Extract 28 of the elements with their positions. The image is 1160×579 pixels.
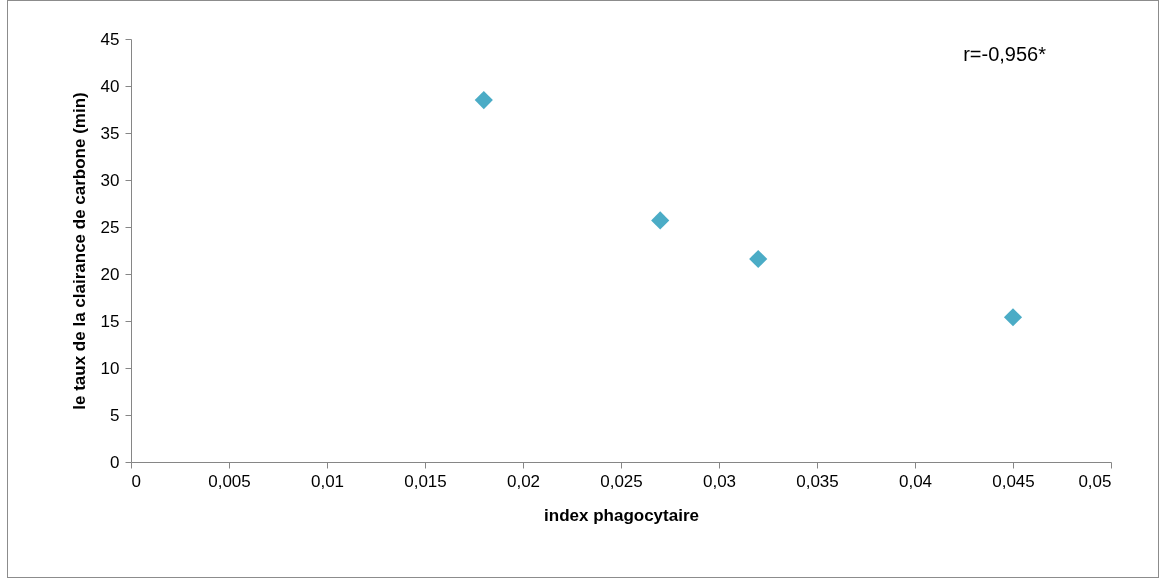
point bbox=[651, 211, 670, 230]
y-axis-title: le taux de la clairance de carbone (min) bbox=[69, 92, 89, 410]
point bbox=[1003, 308, 1023, 327]
x-tick-label: 0,05 bbox=[1078, 471, 1112, 491]
y-tick-label: 40 bbox=[100, 76, 120, 96]
x-tick-label: 0,035 bbox=[796, 471, 839, 491]
y-tick-label: 30 bbox=[100, 170, 120, 190]
x-tick-label: 0 bbox=[131, 471, 141, 491]
point bbox=[474, 91, 493, 110]
y-tick-label: 10 bbox=[100, 358, 120, 378]
y-tick-label: 20 bbox=[100, 264, 120, 284]
x-tick-label: 0,02 bbox=[506, 471, 541, 491]
y-tick-label: 25 bbox=[100, 217, 120, 237]
y-tick-label: 35 bbox=[100, 123, 120, 143]
y-tick-label: 15 bbox=[100, 311, 120, 331]
x-axis-title: index phagocytaire bbox=[544, 505, 699, 525]
x-tick-label: 0,04 bbox=[898, 471, 933, 491]
x-tick-label: 0,015 bbox=[404, 471, 447, 491]
point bbox=[749, 249, 768, 269]
x-tick-label: 0,03 bbox=[702, 471, 737, 491]
y-tick-label: 0 bbox=[110, 452, 120, 472]
x-tick-label: 0,045 bbox=[992, 471, 1035, 491]
x-tick-label: 0,025 bbox=[600, 471, 643, 491]
y-tick-label: 45 bbox=[100, 29, 120, 49]
x-tick-label: 0,01 bbox=[310, 471, 345, 491]
annotation: r=-0,956* bbox=[963, 43, 1047, 65]
x-tick-label: 0,005 bbox=[208, 471, 251, 491]
y-tick-label: 5 bbox=[110, 405, 120, 425]
